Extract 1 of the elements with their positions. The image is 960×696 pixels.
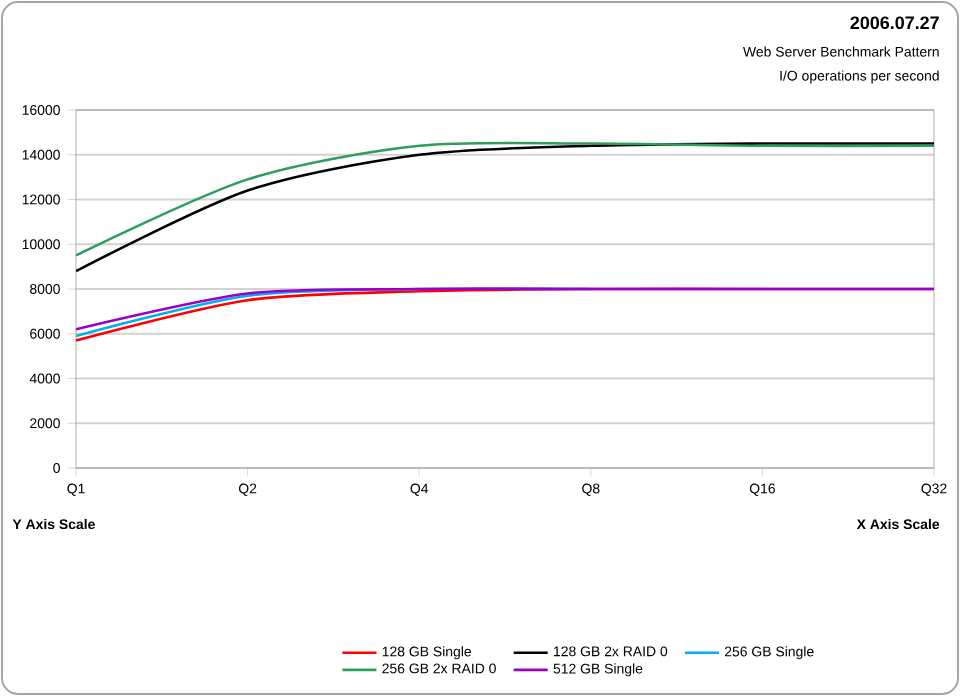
chart-title: 2006.07.27 <box>850 16 939 30</box>
